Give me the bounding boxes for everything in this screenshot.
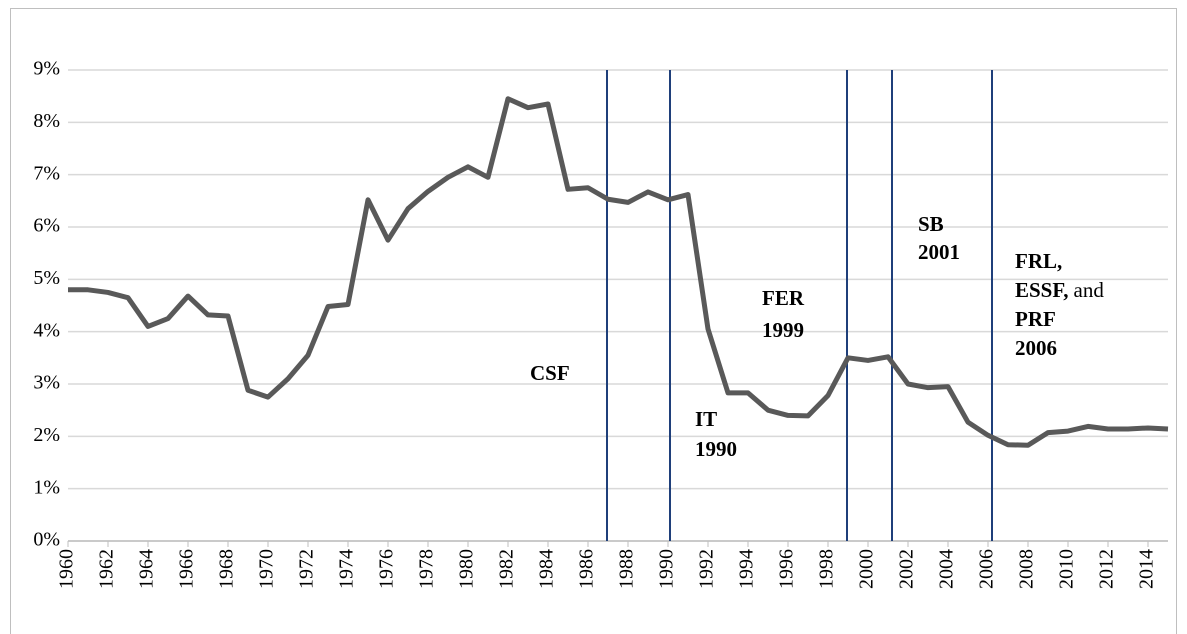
y-tick-label: 7% (33, 162, 60, 184)
x-tick-label: 1988 (616, 549, 638, 589)
y-tick-label: 0% (33, 529, 60, 551)
x-tick-label: 1966 (176, 549, 198, 589)
annotation-text: ESSF, (1015, 278, 1069, 302)
x-tick-label: 1986 (576, 549, 598, 589)
annotation-text: SB (918, 212, 944, 236)
y-tick-label: 3% (33, 372, 60, 394)
data-line (68, 96, 1169, 448)
y-tick-label: 4% (33, 319, 60, 341)
x-tick-label: 1984 (536, 549, 558, 589)
x-tick-label: 1976 (376, 549, 398, 589)
annotation: 1990 (695, 437, 737, 461)
x-tick-label: 1968 (216, 549, 238, 589)
y-tick-label: 8% (33, 110, 60, 132)
annotation: PRF (1015, 307, 1056, 331)
annotation-text: and (1074, 278, 1105, 302)
x-tick-label: 2006 (976, 549, 998, 589)
annotation: 2001 (918, 240, 960, 264)
annotation-text: CSF (530, 361, 570, 385)
x-tick-label: 1960 (56, 549, 78, 589)
x-tick-label: 1962 (96, 549, 118, 589)
x-tick-label: 1992 (696, 549, 718, 589)
x-tick-label: 1978 (416, 549, 438, 589)
annotation-text: FER (762, 286, 805, 310)
x-tick-label: 2010 (1056, 549, 1078, 589)
x-tick-label: 1964 (136, 549, 158, 589)
annotation-text: 1999 (762, 318, 804, 342)
y-tick-label: 1% (33, 476, 60, 498)
x-tick-label: 2008 (1016, 549, 1038, 589)
chart-frame (10, 8, 1177, 634)
annotation-text: 1990 (695, 437, 737, 461)
annotation: ESSF, and (1015, 278, 1104, 302)
annotation: CSF (530, 361, 570, 385)
x-tick-label: 1996 (776, 549, 798, 589)
x-tick-label: 2014 (1136, 549, 1158, 589)
x-tick-label: 1972 (296, 549, 318, 589)
annotation: 1999 (762, 318, 804, 342)
annotation-text: FRL, (1015, 249, 1062, 273)
annotation-text: PRF (1015, 307, 1056, 331)
annotation: SB (918, 212, 944, 236)
y-tick-label: 5% (33, 267, 60, 289)
annotation-text: 2001 (918, 240, 960, 264)
x-tick-label: 1982 (496, 549, 518, 589)
y-tick-label: 6% (33, 215, 60, 237)
x-tick-label: 2004 (936, 549, 958, 589)
annotation: 2006 (1015, 336, 1057, 360)
annotation-text: 2006 (1015, 336, 1057, 360)
annotation: FRL, (1015, 249, 1062, 273)
x-tick-label: 2002 (896, 549, 918, 589)
x-tick-label: 1998 (816, 549, 838, 589)
x-tick-label: 1974 (336, 549, 358, 589)
x-tick-label: 2000 (856, 549, 878, 589)
x-tick-label: 1990 (656, 549, 678, 589)
annotation-text: IT (695, 407, 717, 431)
annotation: FER (762, 286, 805, 310)
x-tick-label: 2012 (1096, 549, 1118, 589)
x-tick-label: 1994 (736, 549, 758, 589)
annotation: IT (695, 407, 717, 431)
y-tick-label: 2% (33, 424, 60, 446)
x-tick-label: 1980 (456, 549, 478, 589)
y-tick-label: 9% (33, 58, 60, 80)
x-tick-label: 1970 (256, 549, 278, 589)
